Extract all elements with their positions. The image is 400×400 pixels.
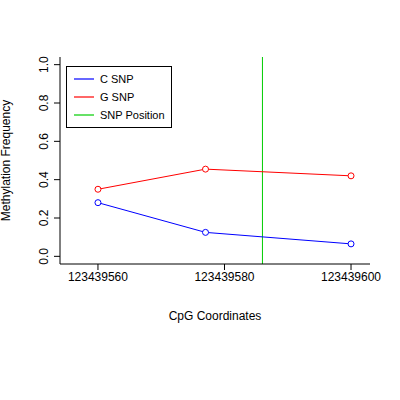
svg-text:123439580: 123439580 — [194, 270, 254, 284]
svg-text:123439600: 123439600 — [321, 270, 381, 284]
html-text:G SNP: G SNP — [100, 91, 135, 103]
html-text:C SNP: C SNP — [100, 73, 134, 85]
svg-text:0.0: 0.0 — [37, 248, 51, 265]
svg-text:0.8: 0.8 — [37, 94, 51, 111]
svg-text:123439560: 123439560 — [68, 270, 128, 284]
svg-text:1.0: 1.0 — [37, 56, 51, 73]
svg-text:Methylation Frequency: Methylation Frequency — [8, 100, 13, 221]
html-text:SNP Position: SNP Position — [100, 109, 165, 121]
svg-text:0.4: 0.4 — [37, 171, 51, 188]
svg-text:0.2: 0.2 — [37, 209, 51, 226]
svg-text:CpG Coordinates: CpG Coordinates — [169, 309, 262, 323]
svg-text:0.6: 0.6 — [37, 133, 51, 150]
